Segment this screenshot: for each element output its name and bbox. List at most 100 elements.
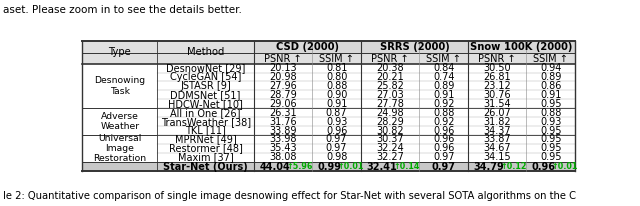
Text: 23.12: 23.12 [483,81,511,91]
Text: 20.21: 20.21 [376,72,404,82]
Text: 0.99: 0.99 [318,162,342,172]
Text: 34.67: 34.67 [483,143,511,153]
Text: Star-Net (Ours): Star-Net (Ours) [163,162,248,172]
Text: 32.24: 32.24 [376,143,404,153]
Bar [419,41,468,53]
Text: 0.94: 0.94 [540,63,561,73]
Text: 0.97: 0.97 [326,143,348,153]
Bar [419,53,468,64]
Text: 0.97: 0.97 [431,162,456,172]
Text: 31.54: 31.54 [483,99,511,109]
Text: 24.98: 24.98 [376,108,404,118]
Text: Type: Type [109,48,131,57]
Text: SSIM ↑: SSIM ↑ [426,54,461,63]
Text: 0.92: 0.92 [433,99,454,109]
Text: 34.15: 34.15 [483,152,511,162]
Text: 0.81: 0.81 [326,63,348,73]
Text: 0.96: 0.96 [326,126,348,136]
Text: 26.07: 26.07 [483,108,511,118]
Text: PSNR ↑: PSNR ↑ [478,54,516,63]
Text: 0.93: 0.93 [540,117,561,127]
Text: Universal
Image
Restoration: Universal Image Restoration [93,133,147,163]
Text: ↑0.01: ↑0.01 [551,162,577,171]
Bar [83,135,575,144]
Text: 0.93: 0.93 [326,117,348,127]
Bar [83,108,575,117]
Text: 44.04: 44.04 [259,162,291,172]
Text: ↑0.01: ↑0.01 [337,162,364,171]
Text: 33.98: 33.98 [269,135,297,144]
Text: SSIM ↑: SSIM ↑ [533,54,568,63]
Text: HDCW-Net [10]: HDCW-Net [10] [168,99,243,109]
Bar [468,41,527,53]
Text: 0.74: 0.74 [433,72,454,82]
Text: 29.06: 29.06 [269,99,297,109]
Text: PSNR ↑: PSNR ↑ [371,54,409,63]
Text: Maxim [37]: Maxim [37] [178,152,234,162]
Text: CycleGAN [54]: CycleGAN [54] [170,72,241,82]
Bar [83,41,157,64]
Text: TransWeather [38]: TransWeather [38] [161,117,251,127]
Text: 0.88: 0.88 [326,81,348,91]
Text: 0.95: 0.95 [540,152,561,162]
Text: 0.86: 0.86 [540,81,561,91]
Text: 0.97: 0.97 [433,152,454,162]
Text: 33.89: 33.89 [269,126,297,136]
Text: 20.38: 20.38 [376,63,404,73]
Text: 0.95: 0.95 [540,143,561,153]
Text: 32.27: 32.27 [376,152,404,162]
Text: DesnowNet [29]: DesnowNet [29] [166,63,245,73]
Text: 27.96: 27.96 [269,81,297,91]
Bar [83,153,575,162]
Text: PSNR ↑: PSNR ↑ [264,54,302,63]
Text: ↑0.12: ↑0.12 [500,162,527,171]
Bar [312,53,361,64]
Text: 0.91: 0.91 [326,99,348,109]
Text: 20.98: 20.98 [269,72,297,82]
Text: 27.03: 27.03 [376,90,404,100]
Text: 30.82: 30.82 [376,126,404,136]
Text: 0.96: 0.96 [433,135,454,144]
Text: 0.91: 0.91 [433,90,454,100]
Text: 25.82: 25.82 [376,81,404,91]
Text: SSIM ↑: SSIM ↑ [319,54,354,63]
Bar [527,41,575,53]
Bar [83,99,575,108]
Bar [361,41,419,53]
Text: Snow 100K (2000): Snow 100K (2000) [470,42,573,52]
Text: 0.96: 0.96 [532,162,556,172]
Text: 30.50: 30.50 [483,63,511,73]
Text: Method: Method [187,48,224,57]
Text: Desnowing
Task: Desnowing Task [94,76,145,96]
Text: 0.88: 0.88 [540,108,561,118]
Bar [468,53,527,64]
Text: 31.82: 31.82 [483,117,511,127]
Text: ↑5.96: ↑5.96 [286,162,312,171]
Text: 28.29: 28.29 [376,117,404,127]
Text: 0.91: 0.91 [540,90,561,100]
Text: 34.37: 34.37 [483,126,511,136]
Text: 0.96: 0.96 [433,126,454,136]
Text: 32.41: 32.41 [367,162,397,172]
Text: 28.79: 28.79 [269,90,297,100]
Text: 0.98: 0.98 [326,152,348,162]
Text: 0.89: 0.89 [433,81,454,91]
Text: aset. Please zoom in to see the details better.: aset. Please zoom in to see the details … [3,5,242,15]
Bar [83,90,575,99]
Text: JSTASR [9]: JSTASR [9] [180,81,231,91]
Text: 30.37: 30.37 [376,135,404,144]
Bar [254,53,312,64]
Text: CSD (2000): CSD (2000) [276,42,339,52]
Text: 33.87: 33.87 [483,135,511,144]
Text: 0.88: 0.88 [433,108,454,118]
Text: 35.43: 35.43 [269,143,297,153]
Text: SRRS (2000): SRRS (2000) [380,42,449,52]
Text: 31.76: 31.76 [269,117,297,127]
Text: 0.89: 0.89 [540,72,561,82]
Text: 0.95: 0.95 [540,99,561,109]
Text: ↑0.14: ↑0.14 [394,162,420,171]
Bar [83,126,575,135]
Bar [83,64,575,73]
Text: 0.95: 0.95 [540,126,561,136]
Text: All in One [26]: All in One [26] [170,108,241,118]
